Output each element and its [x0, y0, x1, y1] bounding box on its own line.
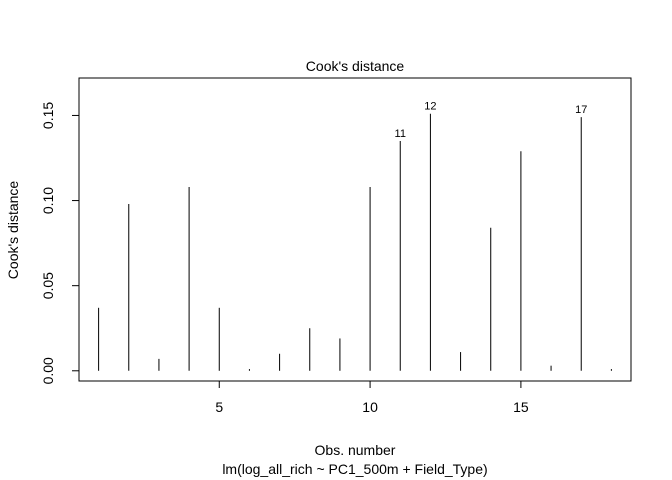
y-axis: 0.00 0.05 0.10 0.15	[40, 102, 80, 384]
y-tick-label: 0.00	[40, 357, 56, 384]
point-label: 12	[424, 101, 436, 113]
x-tick-label: 15	[513, 399, 529, 415]
y-tick-label: 0.15	[40, 102, 56, 129]
point-labels: 11 12 17	[395, 101, 588, 140]
bar-series	[98, 113, 612, 371]
y-tick-label: 0.10	[40, 187, 56, 214]
point-label: 17	[575, 104, 587, 116]
x-axis-title: Obs. number	[315, 442, 396, 458]
y-tick-label: 0.05	[40, 272, 56, 299]
x-axis: 5 10 15	[215, 380, 529, 415]
x-tick-label: 5	[215, 399, 223, 415]
point-label: 11	[395, 128, 406, 140]
x-axis-subtitle: lm(log_all_rich ~ PC1_500m + Field_Type)	[222, 461, 487, 477]
plot-frame	[78, 77, 632, 382]
x-tick-label: 10	[362, 399, 378, 415]
chart-title: Cook's distance	[306, 58, 405, 74]
y-axis-title: Cook's distance	[5, 181, 21, 280]
